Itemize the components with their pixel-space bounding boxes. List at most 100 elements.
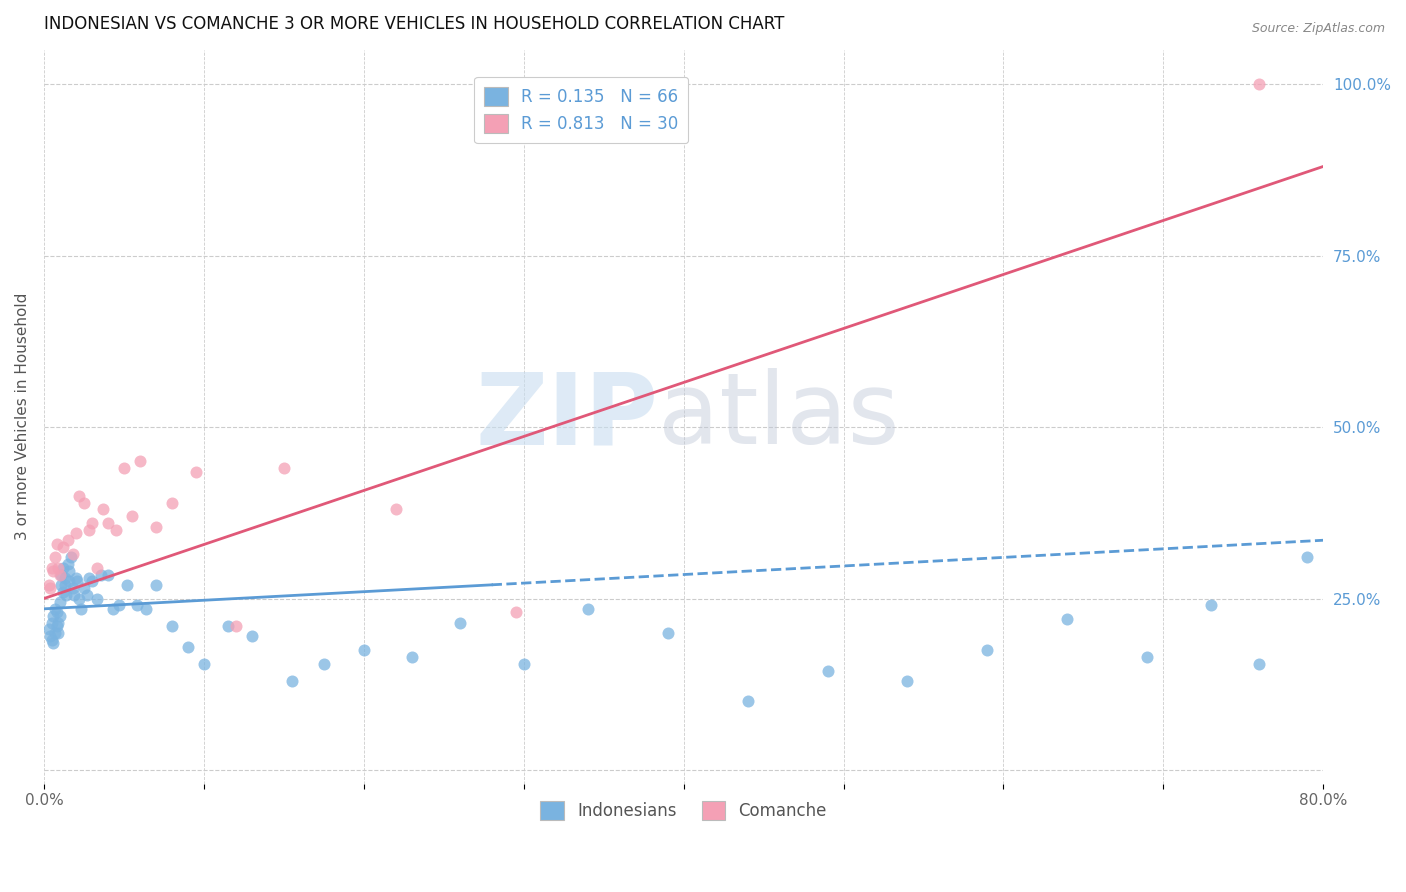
Point [86, 591, 108, 606]
Point [58, 574, 80, 589]
Point [281, 673, 304, 688]
Point [65, 526, 87, 541]
Legend: Indonesians, Comanche: Indonesians, Comanche [534, 794, 834, 827]
Point [73, 581, 96, 595]
Point [45, 536, 67, 550]
Point [512, 657, 534, 671]
Point [240, 629, 263, 643]
Point [145, 578, 167, 592]
Point [51, 567, 73, 582]
Point [115, 578, 138, 592]
Point [1136, 649, 1159, 664]
Point [51, 578, 73, 592]
Point [1249, 77, 1271, 91]
Point [76, 588, 98, 602]
Point [38, 623, 60, 637]
Point [112, 461, 135, 475]
Point [49, 608, 72, 623]
Text: atlas: atlas [658, 368, 900, 466]
Point [53, 571, 76, 585]
Point [55, 588, 77, 602]
Point [38, 578, 60, 592]
Point [41, 632, 63, 647]
Point [449, 615, 471, 630]
Point [80, 516, 103, 530]
Point [145, 519, 167, 533]
Point [49, 595, 72, 609]
Point [45, 605, 67, 619]
Point [44, 625, 66, 640]
Point [66, 574, 89, 589]
Point [135, 602, 157, 616]
Text: Source: ZipAtlas.com: Source: ZipAtlas.com [1251, 22, 1385, 36]
Point [86, 560, 108, 574]
Point [217, 619, 239, 633]
Point [160, 619, 183, 633]
Point [193, 657, 215, 671]
Point [49, 567, 72, 582]
Point [384, 502, 406, 516]
Point [44, 550, 66, 565]
Point [52, 560, 75, 574]
Point [576, 602, 599, 616]
Point [41, 560, 63, 574]
Point [97, 516, 120, 530]
Point [65, 571, 87, 585]
Point [1201, 599, 1223, 613]
Point [62, 547, 84, 561]
Point [976, 643, 998, 657]
Point [737, 694, 759, 708]
Point [177, 640, 200, 654]
Point [505, 605, 527, 619]
Point [39, 629, 62, 643]
Point [56, 533, 79, 548]
Point [60, 550, 83, 565]
Y-axis label: 3 or more Vehicles in Household: 3 or more Vehicles in Household [15, 293, 30, 541]
Point [45, 619, 67, 633]
Point [312, 657, 335, 671]
Point [67, 489, 90, 503]
Point [1249, 657, 1271, 671]
Point [125, 599, 148, 613]
Text: ZIP: ZIP [475, 368, 658, 466]
Point [401, 649, 423, 664]
Point [104, 523, 127, 537]
Point [39, 581, 62, 595]
Point [62, 581, 84, 595]
Point [1056, 612, 1078, 626]
Point [273, 461, 295, 475]
Point [121, 509, 143, 524]
Point [817, 664, 839, 678]
Point [52, 584, 75, 599]
Point [69, 602, 91, 616]
Point [53, 578, 76, 592]
Point [46, 615, 69, 630]
Point [46, 560, 69, 574]
Point [77, 571, 100, 585]
Point [90, 567, 112, 582]
Point [225, 619, 247, 633]
Point [101, 602, 124, 616]
Point [77, 523, 100, 537]
Point [184, 465, 207, 479]
Point [56, 558, 79, 572]
Point [108, 599, 131, 613]
Point [160, 495, 183, 509]
Point [41, 615, 63, 630]
Point [657, 625, 679, 640]
Point [73, 495, 96, 509]
Point [42, 636, 65, 650]
Point [42, 564, 65, 578]
Point [52, 540, 75, 554]
Point [58, 564, 80, 578]
Text: INDONESIAN VS COMANCHE 3 OR MORE VEHICLES IN HOUSEHOLD CORRELATION CHART: INDONESIAN VS COMANCHE 3 OR MORE VEHICLE… [44, 15, 785, 33]
Point [896, 673, 918, 688]
Point [1296, 550, 1319, 565]
Point [353, 643, 375, 657]
Point [44, 602, 66, 616]
Point [128, 454, 150, 468]
Point [91, 502, 114, 516]
Point [67, 591, 90, 606]
Point [97, 567, 120, 582]
Point [42, 608, 65, 623]
